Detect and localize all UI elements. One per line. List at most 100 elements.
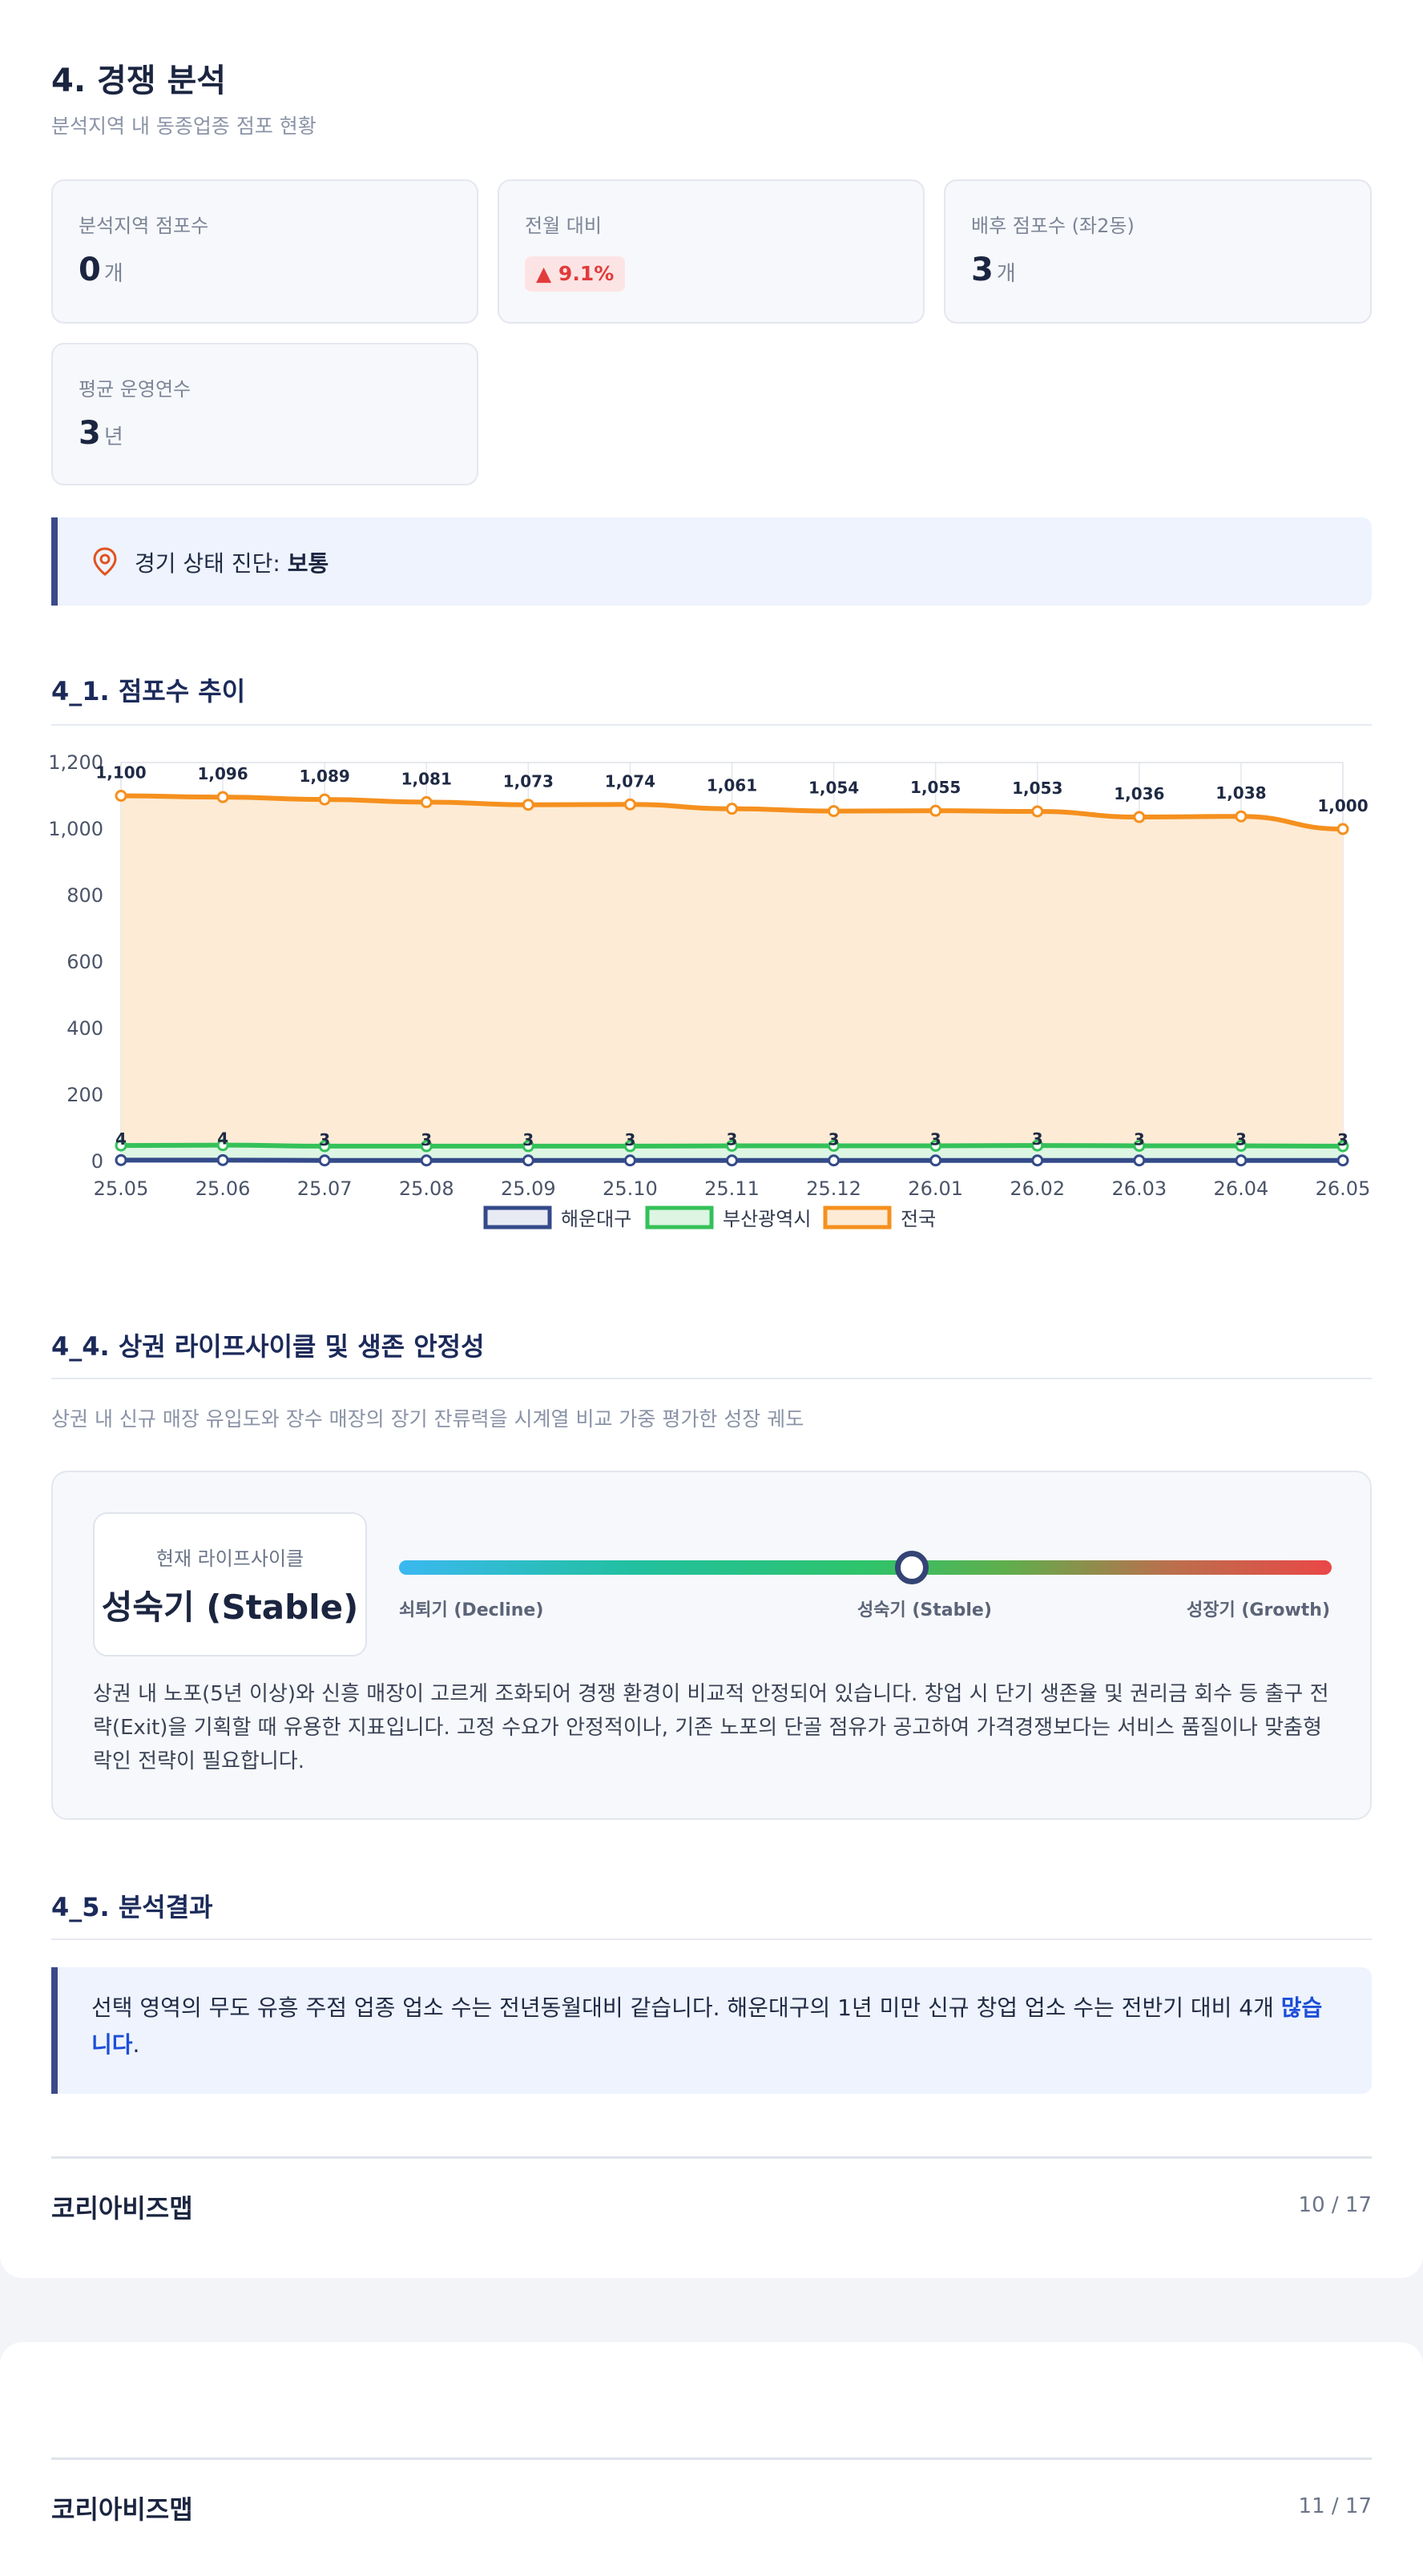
data-point	[1031, 805, 1044, 818]
stat-card-month-change: 전월 대비 ▲ 9.1%	[498, 179, 925, 324]
data-point	[420, 1140, 433, 1153]
data-point	[1133, 1139, 1146, 1152]
result-callout: 선택 영역의 무도 유흥 주점 업종 업소 수는 전년동월대비 같습니다. 해운…	[51, 1967, 1372, 2094]
footer-page-number: 10 / 17	[1298, 2193, 1372, 2217]
legend-label: 부산광역시	[723, 1208, 811, 1230]
data-label: 3	[421, 1130, 432, 1149]
section-divider	[51, 724, 1372, 726]
current-lifecycle-label: 현재 라이프사이클	[155, 1548, 304, 1570]
data-label: 1,081	[401, 769, 452, 788]
section-title-lifecycle: 4_4. 상권 라이프사이클 및 생존 안정성	[51, 1331, 485, 1362]
data-label: 3	[1236, 1129, 1247, 1149]
data-label: 3	[1032, 1129, 1043, 1149]
section-divider	[51, 1938, 1372, 1940]
footer-divider	[51, 2156, 1372, 2159]
stat-label: 배후 점포수 (좌2동)	[971, 215, 1135, 237]
section-divider	[51, 1378, 1372, 1379]
data-label: 3	[522, 1130, 534, 1149]
data-label: 1,074	[605, 771, 655, 791]
y-tick-label: 800	[67, 884, 103, 907]
x-tick-label: 25.05	[94, 1177, 149, 1200]
data-point	[216, 1153, 229, 1166]
data-point	[828, 805, 840, 818]
section-title-trend: 4_1. 점포수 추이	[51, 676, 246, 706]
data-point	[1336, 823, 1349, 835]
page-title: 4. 경쟁 분석	[51, 62, 227, 99]
data-point	[828, 1139, 840, 1152]
data-label: 4	[217, 1129, 228, 1149]
data-point	[522, 799, 534, 811]
data-point	[318, 793, 331, 806]
footer-divider	[51, 2457, 1372, 2460]
page-subtitle: 분석지역 내 동종업종 점포 현황	[51, 115, 316, 138]
data-point	[726, 803, 738, 815]
gauge-label-growth: 성장기 (Growth)	[1186, 1600, 1330, 1620]
current-lifecycle-value: 성숙기 (Stable)	[101, 1588, 359, 1627]
current-lifecycle-card: 현재 라이프사이클 성숙기 (Stable)	[93, 1512, 367, 1656]
data-point	[1336, 1154, 1349, 1167]
data-point	[1235, 1154, 1248, 1167]
y-tick-label: 1,000	[48, 818, 103, 840]
gauge-marker	[895, 1551, 929, 1584]
x-tick-label: 26.01	[908, 1177, 963, 1200]
data-point	[828, 1154, 840, 1167]
gauge-label-stable: 성숙기 (Stable)	[857, 1600, 992, 1620]
legend-swatch	[483, 1205, 552, 1230]
x-tick-label: 25.07	[297, 1177, 353, 1200]
data-point	[929, 804, 942, 817]
data-label: 1,073	[503, 772, 554, 791]
lifecycle-panel: 현재 라이프사이클 성숙기 (Stable) 쇠퇴기 (Decline) 성숙기…	[51, 1471, 1372, 1820]
lifecycle-gauge	[399, 1551, 1332, 1584]
y-tick-label: 400	[67, 1017, 103, 1040]
data-point	[726, 1139, 738, 1152]
footer-brand: 코리아비즈맵	[51, 2193, 193, 2224]
data-label: 1,038	[1215, 783, 1266, 803]
data-point	[1031, 1139, 1044, 1152]
diagnosis-value: 보통	[287, 550, 329, 577]
data-point	[216, 791, 229, 803]
data-label: 1,054	[808, 779, 859, 798]
x-tick-label: 25.12	[806, 1177, 861, 1200]
change-badge: ▲ 9.1%	[525, 256, 626, 292]
data-label: 3	[1134, 1129, 1145, 1149]
x-tick-label: 25.09	[501, 1177, 556, 1200]
data-label: 1,100	[95, 763, 146, 783]
stat-label: 평균 운영연수	[79, 378, 191, 400]
data-point	[929, 1139, 942, 1152]
data-label: 3	[828, 1129, 840, 1149]
data-point	[115, 1153, 127, 1166]
stat-label: 분석지역 점포수	[79, 215, 209, 237]
data-point	[1031, 1154, 1044, 1167]
y-tick-label: 600	[67, 951, 103, 973]
series-area-2	[121, 795, 1343, 1161]
data-point	[1133, 1154, 1146, 1167]
data-point	[420, 795, 433, 808]
data-label: 1,000	[1317, 796, 1368, 815]
data-point	[522, 1154, 534, 1167]
legend-label: 해운대구	[561, 1208, 631, 1230]
data-point	[216, 1139, 229, 1152]
store-count-trend-chart: 0 200 400 600 800 1,000 1,200 25.05 25.06 25.07 25…	[48, 751, 1371, 1230]
legend-label: 전국	[901, 1208, 936, 1230]
stat-label: 전월 대비	[525, 215, 602, 237]
y-tick-label: 1,200	[48, 751, 103, 774]
diagnosis-text: 경기 상태 진단: 보통	[135, 550, 329, 577]
data-label: 1,089	[300, 767, 350, 786]
data-label: 3	[624, 1130, 635, 1149]
x-tick-label: 26.03	[1111, 1177, 1167, 1200]
data-label: 1,036	[1114, 784, 1164, 803]
data-label: 3	[319, 1130, 330, 1149]
result-highlight: 많습니다	[91, 1994, 1323, 2058]
data-label: 1,055	[910, 778, 961, 797]
report-page-11: 코리아비즈맵 11 / 17	[0, 2342, 1423, 2576]
x-tick-label: 26.05	[1316, 1177, 1371, 1200]
data-point	[1235, 1139, 1248, 1152]
x-tick-label: 26.02	[1010, 1177, 1065, 1200]
data-point	[420, 1154, 433, 1167]
data-point	[1133, 811, 1146, 823]
